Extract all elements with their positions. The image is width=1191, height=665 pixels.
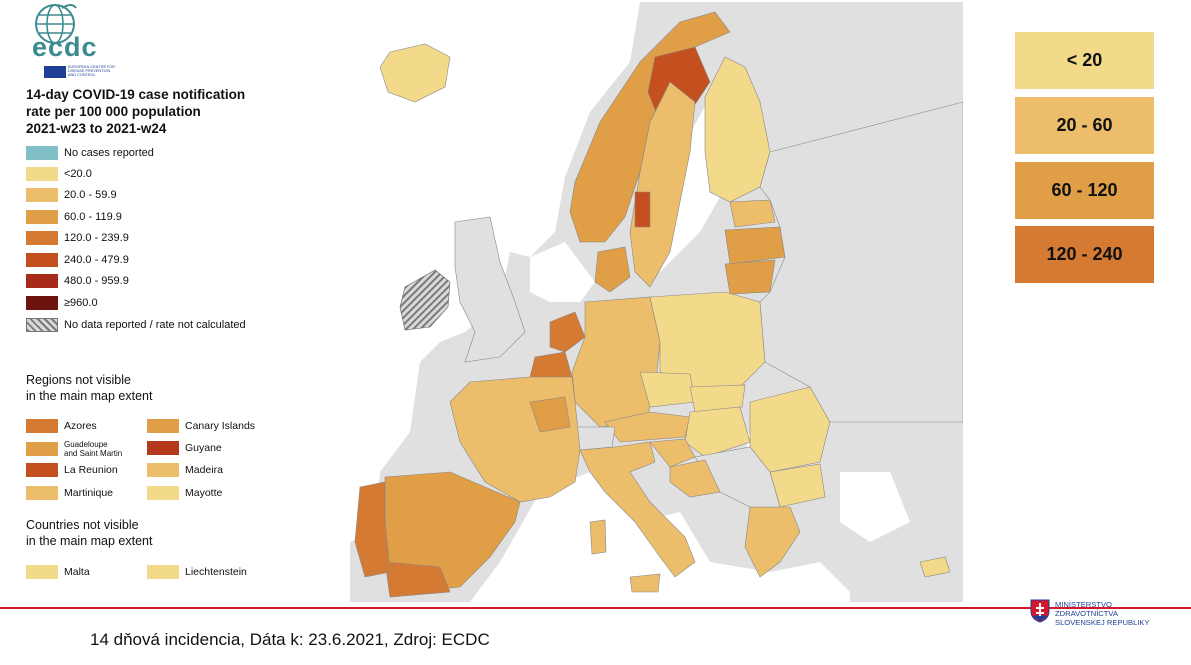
country-slovenia bbox=[649, 438, 696, 468]
country-hungary bbox=[684, 406, 751, 458]
region-sweden-jamtland bbox=[634, 191, 651, 228]
country-portugal bbox=[354, 481, 391, 578]
region-item-guyane: Guyane bbox=[147, 441, 222, 455]
legend-item: 20.0 - 59.9 bbox=[26, 187, 117, 203]
country-estonia bbox=[729, 199, 776, 228]
right-legend-120-240: 120 - 240 bbox=[1015, 226, 1154, 283]
legend-item: 120.0 - 239.9 bbox=[26, 230, 129, 246]
footer-source-text: 14 dňová incidencia, Dáta k: 23.6.2021, … bbox=[90, 630, 490, 649]
country-netherlands bbox=[549, 311, 586, 353]
legend-item: 240.0 - 479.9 bbox=[26, 252, 129, 268]
country-ireland bbox=[399, 269, 451, 331]
country-item-malta: Malta bbox=[26, 565, 90, 579]
right-legend-20-60: 20 - 60 bbox=[1015, 97, 1154, 154]
country-iceland bbox=[379, 43, 451, 103]
ministry-logo: MINISTERSTVO ZDRAVOTNÍCTVA SLOVENSKEJ RE… bbox=[1030, 598, 1190, 634]
region-item-azores: Azores bbox=[26, 419, 97, 433]
country-switzerland bbox=[574, 426, 616, 451]
region-item-guadeloupe: Guadeloupe and Saint Martin bbox=[26, 440, 122, 458]
europe-map bbox=[350, 2, 964, 602]
eu-flag-icon bbox=[44, 66, 66, 78]
region-item-mayotte: Mayotte bbox=[147, 486, 222, 500]
country-item-liechtenstein: Liechtenstein bbox=[147, 565, 247, 579]
country-italy-sardinia bbox=[589, 519, 607, 555]
country-italy bbox=[579, 441, 696, 578]
ministry-name: MINISTERSTVO ZDRAVOTNÍCTVA SLOVENSKEJ RE… bbox=[1055, 600, 1150, 627]
globe-icon bbox=[35, 4, 77, 44]
right-legend-60-120: 60 - 120 bbox=[1015, 162, 1154, 219]
right-legend-lt20: < 20 bbox=[1015, 32, 1154, 89]
coat-of-arms-icon bbox=[1030, 599, 1050, 623]
country-greece bbox=[744, 506, 801, 578]
ecdc-wordmark: ecdc bbox=[32, 32, 98, 62]
countries-not-visible-title: Countries not visible in the main map ex… bbox=[26, 518, 153, 548]
legend-item: 480.0 - 959.9 bbox=[26, 273, 129, 289]
country-czechia bbox=[639, 371, 696, 408]
country-slovakia bbox=[689, 384, 746, 413]
region-item-canary-islands: Canary Islands bbox=[147, 419, 255, 433]
legend-item: 60.0 - 119.9 bbox=[26, 209, 122, 225]
country-italy-sicily bbox=[629, 573, 661, 593]
country-great-britain bbox=[454, 216, 526, 363]
country-cyprus bbox=[919, 556, 951, 578]
legend-item: No cases reported bbox=[26, 145, 154, 161]
country-croatia bbox=[669, 459, 721, 498]
country-poland bbox=[649, 291, 766, 388]
country-denmark bbox=[594, 246, 631, 293]
ecdc-subtitle: EUROPEAN CENTRE FOR DISEASE PREVENTION A… bbox=[68, 65, 116, 78]
legend-item: No data reported / rate not calculated bbox=[26, 317, 246, 333]
legend-item: <20.0 bbox=[26, 166, 92, 182]
footer-divider bbox=[0, 607, 1191, 609]
country-germany bbox=[571, 296, 661, 428]
country-lithuania bbox=[724, 259, 776, 295]
legend-title: 14-day COVID-19 case notification rate p… bbox=[26, 87, 246, 136]
regions-not-visible-title: Regions not visible in the main map exte… bbox=[26, 373, 153, 403]
country-eastern-non-eu bbox=[759, 101, 964, 423]
ecdc-logo: ecdc EUROPEAN CENTRE FOR DISEASE PREVENT… bbox=[26, 2, 126, 78]
legend-item: ≥960.0 bbox=[26, 295, 98, 311]
region-spain-andalusia bbox=[384, 561, 451, 598]
region-item-madeira: Madeira bbox=[147, 463, 223, 477]
region-france-east bbox=[529, 396, 571, 433]
country-sweden bbox=[629, 81, 696, 288]
region-item-la-reunion: La Reunion bbox=[26, 463, 118, 477]
europe-map-svg bbox=[350, 2, 964, 602]
region-item-martinique: Martinique bbox=[26, 486, 113, 500]
